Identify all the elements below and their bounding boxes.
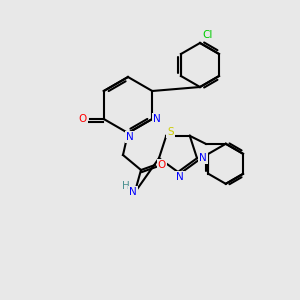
Text: N: N — [176, 172, 184, 182]
Text: N: N — [126, 132, 134, 142]
Text: O: O — [79, 114, 87, 124]
Text: Cl: Cl — [203, 30, 213, 40]
Text: H: H — [122, 181, 130, 191]
Text: N: N — [199, 153, 207, 163]
Text: O: O — [158, 160, 166, 170]
Text: S: S — [167, 127, 174, 137]
Text: N: N — [129, 187, 137, 197]
Text: N: N — [153, 114, 161, 124]
